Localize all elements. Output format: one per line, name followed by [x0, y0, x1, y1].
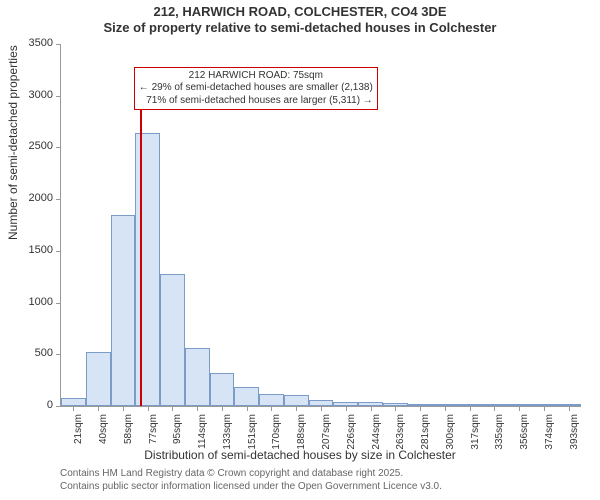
- footer-line-1: Contains HM Land Registry data © Crown c…: [60, 468, 403, 479]
- property-marker-line: [140, 75, 142, 406]
- x-tick: [172, 406, 173, 411]
- y-tick-label: 1000: [13, 296, 53, 308]
- histogram-bar: [86, 352, 111, 406]
- x-tick: [321, 406, 322, 411]
- chart-container: 212, HARWICH ROAD, COLCHESTER, CO4 3DE S…: [0, 0, 600, 500]
- y-tick-label: 0: [13, 399, 53, 411]
- y-tick-label: 2000: [13, 192, 53, 204]
- x-tick: [271, 406, 272, 411]
- x-tick: [222, 406, 223, 411]
- y-tick: [56, 199, 61, 200]
- y-tick-label: 3000: [13, 89, 53, 101]
- histogram-bar: [284, 395, 309, 406]
- plot-area: 050010001500200025003000350021sqm40sqm58…: [60, 44, 581, 407]
- x-tick-label: 133sqm: [222, 414, 233, 454]
- annotation-line: ← 29% of semi-detached houses are smalle…: [139, 82, 373, 95]
- y-tick: [56, 406, 61, 407]
- y-tick: [56, 147, 61, 148]
- x-tick: [296, 406, 297, 411]
- y-tick: [56, 96, 61, 97]
- x-tick-label: 207sqm: [321, 414, 332, 454]
- x-tick: [569, 406, 570, 411]
- annotation-line: 212 HARWICH ROAD: 75sqm: [139, 70, 373, 83]
- histogram-bar: [210, 373, 235, 406]
- x-tick-label: 374sqm: [544, 414, 555, 454]
- x-tick: [148, 406, 149, 411]
- x-tick-label: 40sqm: [98, 414, 109, 454]
- histogram-bar: [61, 398, 86, 406]
- x-tick: [470, 406, 471, 411]
- y-tick-label: 1500: [13, 244, 53, 256]
- x-tick-label: 300sqm: [445, 414, 456, 454]
- footer-line-2: Contains public sector information licen…: [60, 481, 442, 492]
- y-tick: [56, 44, 61, 45]
- x-tick-label: 77sqm: [148, 414, 159, 454]
- histogram-bar: [185, 348, 210, 406]
- x-tick: [123, 406, 124, 411]
- x-tick-label: 281sqm: [420, 414, 431, 454]
- x-tick-label: 335sqm: [494, 414, 505, 454]
- histogram-bar: [259, 394, 284, 406]
- x-tick: [395, 406, 396, 411]
- annotation-line: 71% of semi-detached houses are larger (…: [139, 95, 373, 108]
- x-tick: [346, 406, 347, 411]
- y-tick: [56, 303, 61, 304]
- x-tick-label: 58sqm: [123, 414, 134, 454]
- x-tick: [420, 406, 421, 411]
- x-tick-label: 114sqm: [197, 414, 208, 454]
- title-line-2: Size of property relative to semi-detach…: [0, 20, 600, 35]
- x-tick: [519, 406, 520, 411]
- x-tick-label: 244sqm: [371, 414, 382, 454]
- x-tick: [544, 406, 545, 411]
- x-tick: [247, 406, 248, 411]
- y-tick-label: 500: [13, 347, 53, 359]
- x-tick-label: 263sqm: [395, 414, 406, 454]
- x-tick-label: 317sqm: [470, 414, 481, 454]
- x-tick-label: 188sqm: [296, 414, 307, 454]
- x-tick-label: 226sqm: [346, 414, 357, 454]
- annotation-box: 212 HARWICH ROAD: 75sqm← 29% of semi-det…: [134, 67, 378, 111]
- y-tick: [56, 251, 61, 252]
- y-tick-label: 3500: [13, 37, 53, 49]
- x-tick: [73, 406, 74, 411]
- x-tick: [445, 406, 446, 411]
- x-tick-label: 170sqm: [271, 414, 282, 454]
- histogram-bar: [160, 274, 185, 406]
- x-tick-label: 21sqm: [73, 414, 84, 454]
- x-tick: [371, 406, 372, 411]
- title-line-1: 212, HARWICH ROAD, COLCHESTER, CO4 3DE: [0, 4, 600, 19]
- histogram-bar: [135, 133, 160, 406]
- x-tick-label: 393sqm: [569, 414, 580, 454]
- y-tick-label: 2500: [13, 140, 53, 152]
- x-tick: [197, 406, 198, 411]
- histogram-bar: [234, 387, 259, 406]
- x-tick: [494, 406, 495, 411]
- x-tick: [98, 406, 99, 411]
- histogram-bar: [111, 215, 136, 406]
- y-tick: [56, 354, 61, 355]
- x-tick-label: 356sqm: [519, 414, 530, 454]
- x-tick-label: 151sqm: [247, 414, 258, 454]
- x-tick-label: 95sqm: [172, 414, 183, 454]
